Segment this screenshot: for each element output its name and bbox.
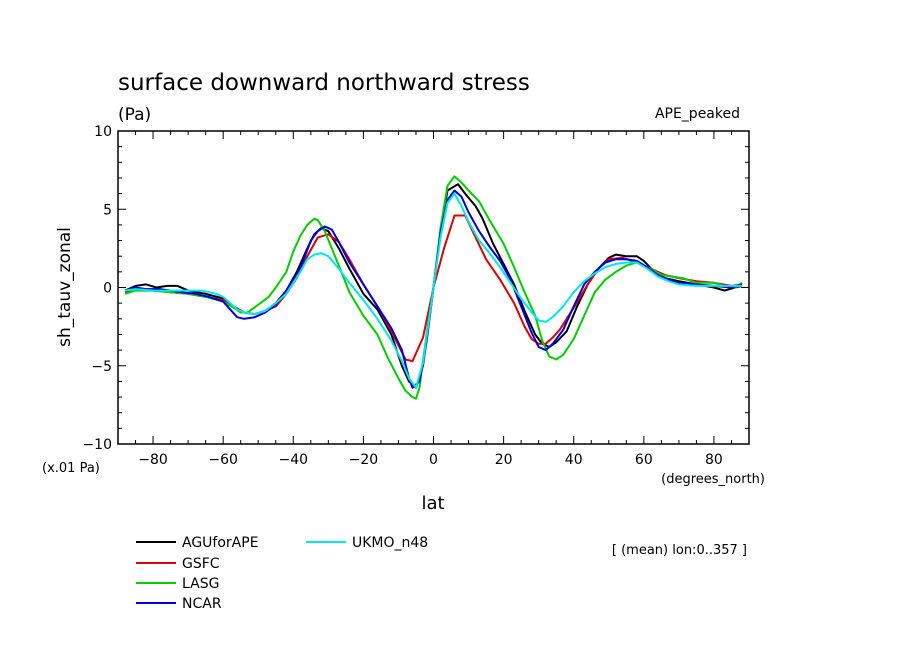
experiment-label: APE_peaked	[655, 106, 740, 122]
y-tick-label: 0	[103, 281, 112, 297]
series-lines	[124, 175, 743, 400]
x-tick-label: −40	[279, 452, 309, 468]
x-tick-label: 0	[429, 452, 438, 468]
x-tick-label: −80	[138, 452, 168, 468]
legend-label: UKMO_n48	[352, 535, 428, 551]
y-tick-label: −10	[82, 437, 112, 453]
chart-subtitle: (Pa)	[118, 105, 151, 125]
x-tick-label: 60	[635, 452, 653, 468]
legend-label: NCAR	[182, 596, 222, 612]
x-tick-label: 80	[705, 452, 723, 468]
chart-title: surface downward northward stress	[118, 70, 530, 96]
x-tick-label: −20	[349, 452, 379, 468]
y-tick-label: 5	[103, 202, 112, 218]
x-tick-label: 40	[565, 452, 583, 468]
legend-label: LASG	[182, 576, 219, 592]
legend-label: AGUforAPE	[182, 535, 259, 551]
x-unit-label: (degrees_north)	[661, 472, 765, 487]
x-tick-label: 20	[495, 452, 513, 468]
y-unit-label: (x.01 Pa)	[42, 461, 100, 476]
series-line-ukmo-n48	[124, 192, 742, 389]
y-tick-label: −5	[91, 359, 112, 375]
averaging-note: [ (mean) lon:0..357 ]	[612, 543, 747, 558]
axis-ticks	[117, 130, 750, 445]
x-tick-label: −60	[208, 452, 238, 468]
legend: AGUforAPE GSFC LASG NCAR UKMO_n48	[136, 535, 428, 612]
y-tick-label: 10	[94, 124, 112, 140]
y-axis-label: sh_tauv_zonal	[55, 227, 75, 347]
tick-labels: −80 −60 −40 −20 0 20 40 60 80 −10 −5 0 5 10	[82, 124, 722, 468]
x-axis-label: lat	[421, 493, 444, 514]
legend-label: GSFC	[182, 556, 220, 572]
